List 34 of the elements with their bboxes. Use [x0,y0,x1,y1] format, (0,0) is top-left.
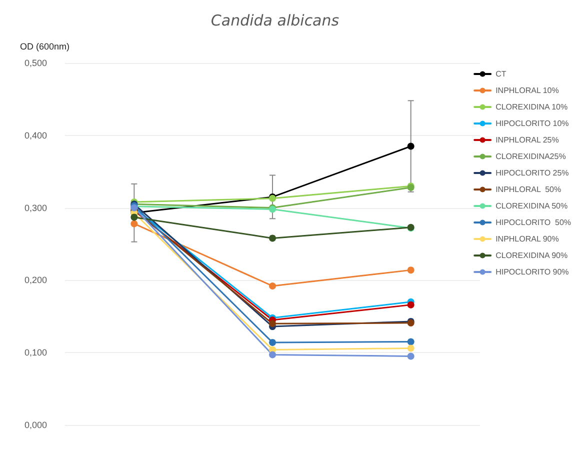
legend-label: CLOREXIDINA 50% [496,202,568,210]
point [407,352,414,360]
legend-label: INPHLORAL 25% [496,136,559,144]
legend-label: INPHLORAL 10% [496,86,559,95]
legend-label: CLOREXIDINA 90% [496,251,568,260]
point [269,351,276,358]
point [269,320,276,328]
y-tick-label: 0,500 [24,58,47,68]
y-tick-label: 0,400 [24,130,47,140]
legend-label: INPHLORAL 50% [496,185,562,194]
legend-label: HIPOCLORITO 25% [496,168,569,178]
y-tick-label: 0,200 [24,275,47,286]
point [269,234,276,242]
y-axis-title: OD (600nm) [20,42,70,52]
y-tick-label: 0,000 [24,420,47,430]
y-tick-label: 0,100 [24,348,47,358]
legend-label: CT [496,70,506,78]
legend-label: CLOREXIDINA 10% [496,102,568,112]
y-tick-label: 0,300 [24,202,47,213]
point [407,301,414,308]
legend-label: HIPOCLORITO 50% [496,218,572,227]
point [269,338,276,346]
point [407,266,414,274]
legend-label: INPHLORAL 90% [496,234,559,244]
point [407,344,414,352]
point [130,220,138,228]
point [407,142,414,150]
point [269,282,276,290]
legend-label: CLOREXIDINA25% [496,152,566,161]
legend-label: HIPOCLORITO 10% [496,119,569,128]
legend-label: HIPOCLORITO 90% [496,268,569,276]
point [407,338,414,346]
point [130,214,138,221]
chart-title: Candida albicans [210,12,340,30]
